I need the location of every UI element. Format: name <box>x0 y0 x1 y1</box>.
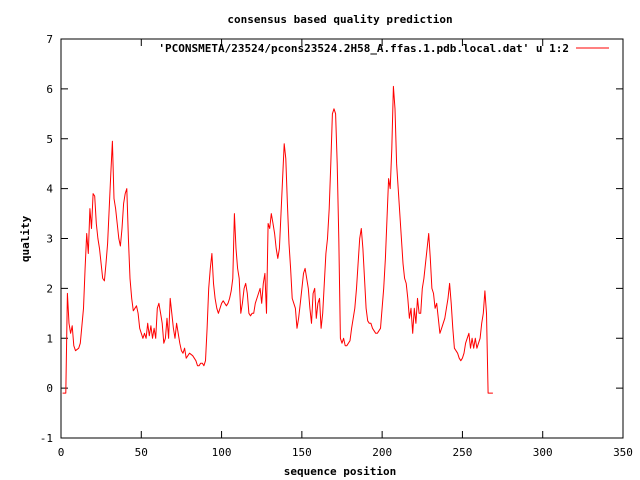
y-tick-label: 5 <box>46 133 53 146</box>
y-tick-label: 2 <box>46 282 53 295</box>
x-tick-label: 350 <box>613 446 633 459</box>
x-tick-label: 300 <box>533 446 553 459</box>
series-group <box>62 85 493 394</box>
y-tick-label: 0 <box>46 382 53 395</box>
y-tick-label: 6 <box>46 83 53 96</box>
x-tick-label: 200 <box>372 446 392 459</box>
series-line-0 <box>62 85 493 394</box>
y-tick-label: 3 <box>46 233 53 246</box>
x-tick-label: 50 <box>135 446 148 459</box>
y-tick-label: 7 <box>46 33 53 46</box>
y-tick-label: 4 <box>46 183 53 196</box>
chart-title: consensus based quality prediction <box>227 13 452 26</box>
plot-frame <box>60 38 624 439</box>
legend-label: 'PCONSMETA/23524/pcons23524.2H58_A.ffas.… <box>158 42 569 55</box>
x-tick-label: 0 <box>58 446 65 459</box>
x-tick-label: 250 <box>452 446 472 459</box>
legend: 'PCONSMETA/23524/pcons23524.2H58_A.ffas.… <box>158 42 609 55</box>
x-axis-label: sequence position <box>284 465 397 478</box>
y-tick-label: -1 <box>40 432 53 445</box>
x-tick-label: 150 <box>292 446 312 459</box>
x-tick-label: 100 <box>212 446 232 459</box>
y-tick-label: 1 <box>46 332 53 345</box>
y-axis-label: quality <box>19 215 32 262</box>
